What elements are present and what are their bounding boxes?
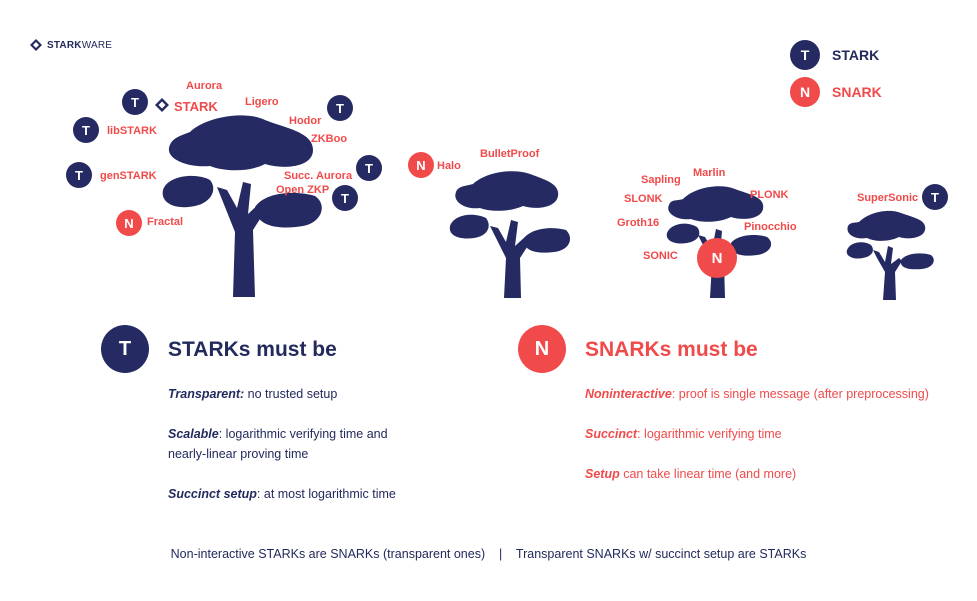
footer-note: Non-interactive STARKs are SNARKs (trans… (170, 547, 807, 561)
snarks-title: SNARKs must be (585, 338, 758, 361)
starks-term-scalable: Scalable (168, 427, 219, 441)
legend-stark-label: STARK (832, 47, 880, 63)
logo-text-light: WARE (81, 39, 113, 51)
starks-text-scalable: : logarithmic verifying time and (218, 427, 388, 441)
snarks-text-noninteractive: : proof is single message (after preproc… (671, 387, 929, 401)
starks-text-succinct-setup: : at most logarithmic time (256, 487, 396, 501)
starks-property-transparent: Transparent: no trusted setup (168, 384, 337, 404)
starks-property-scalable: Scalable: logarithmic verifying time and (168, 424, 388, 444)
snarks-term-setup: Setup (585, 467, 620, 481)
label-sapling: Sapling (641, 174, 681, 186)
badge-stark-t: T (122, 89, 148, 115)
label-genstark: genSTARK (100, 170, 157, 182)
label-groth16: Groth16 (617, 217, 660, 229)
label-plonk: PLONK (750, 189, 789, 201)
badge-hodor-t: T (327, 95, 353, 121)
starks-title: STARKs must be (168, 338, 337, 361)
label-libstark: libSTARK (107, 125, 157, 137)
badge-libstark-t: T (73, 117, 99, 143)
label-pinocchio: Pinocchio (744, 221, 797, 233)
starks-term-transparent: Transparent: (168, 387, 245, 401)
label-slonk: SLONK (624, 193, 663, 205)
badge-supersonic-t: T (922, 184, 948, 210)
badge-genstark-t: T (66, 162, 92, 188)
label-sonic: SONIC (643, 250, 678, 262)
legend-stark-badge: T (790, 40, 820, 70)
snarks-text-succinct: : logarithmic verifying time (637, 427, 782, 441)
snarks-term-succinct: Succinct (585, 427, 638, 441)
label-bulletproof: BulletProof (480, 148, 540, 160)
legend-snark: N SNARK (790, 77, 882, 107)
snarks-badge: N (518, 325, 566, 373)
logo-text-bold: STARK (47, 39, 82, 51)
label-zkboo: ZKBoo (311, 133, 348, 145)
starkware-diamond-icon (30, 39, 42, 51)
label-stark: STARK (174, 99, 218, 114)
label-supersonic: SuperSonic (857, 192, 919, 204)
label-aurora: Aurora (186, 80, 223, 92)
label-ligero: Ligero (245, 96, 279, 108)
label-hodor: Hodor (289, 115, 322, 127)
snarks-property-noninteractive: Noninteractive: proof is single message … (585, 384, 929, 404)
starks-badge: T (101, 325, 149, 373)
snarks-term-noninteractive: Noninteractive (585, 387, 672, 401)
legend-snark-label: SNARK (832, 84, 882, 100)
badge-open-zkp-t: T (332, 185, 358, 211)
snarks-text-setup: can take linear time (and more) (619, 467, 797, 481)
tree-medium (449, 171, 570, 298)
tree-small (846, 210, 934, 300)
label-succ-aurora: Succ. Aurora (284, 170, 353, 182)
badge-fractal-n: N (116, 210, 142, 236)
label-halo: Halo (437, 160, 461, 172)
label-open-zkp: Open ZKP (276, 184, 330, 196)
snarks-property-setup: Setup can take linear time (and more) (585, 464, 796, 484)
label-fractal: Fractal (147, 216, 184, 228)
badge-succ-aurora-t: T (356, 155, 382, 181)
badge-halo-n: N (408, 152, 434, 178)
label-marlin: Marlin (693, 167, 726, 179)
starkware-logo: STARKWARE (30, 39, 112, 51)
stark-diamond-icon (155, 98, 169, 112)
starks-property-succinct-setup: Succinct setup: at most logarithmic time (168, 484, 396, 504)
tree-large (162, 115, 322, 297)
badge-sonic-n: N (697, 238, 737, 278)
legend-stark: T STARK (790, 40, 879, 70)
legend-snark-badge: N (790, 77, 820, 107)
starks-term-succinct-setup: Succinct setup (168, 487, 257, 501)
starks-text-transparent: no trusted setup (244, 387, 338, 401)
starks-property-scalable-cont: nearly-linear proving time (168, 447, 309, 461)
snarks-property-succinct: Succinct: logarithmic verifying time (585, 424, 782, 444)
